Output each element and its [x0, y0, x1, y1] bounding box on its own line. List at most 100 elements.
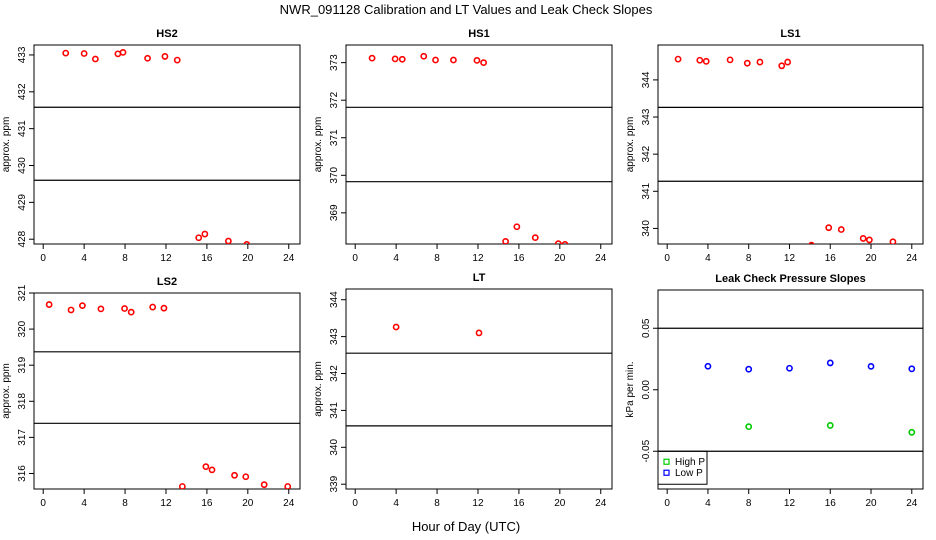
legend-label: Low P	[675, 468, 703, 479]
point-values	[178, 483, 186, 489]
point-values	[784, 58, 792, 66]
point-values	[202, 463, 210, 471]
plot-frame	[657, 289, 924, 490]
point-values	[208, 466, 216, 474]
panel-leak: Leak Check Pressure Slopes kPa per min. 0 4…	[625, 273, 924, 509]
point-values	[45, 301, 53, 308]
point-values	[837, 226, 845, 233]
point-values	[67, 306, 75, 314]
y-tick-label: 373	[329, 54, 340, 71]
plot-frame	[657, 44, 924, 245]
point-values	[62, 49, 70, 57]
y-tick-label: 430	[17, 157, 28, 174]
point-high-p	[826, 422, 834, 429]
y-tick-label: 429	[17, 194, 28, 211]
plot-frame	[345, 44, 613, 245]
y-axis-label: approx. ppm	[1, 117, 12, 173]
point-values	[160, 304, 168, 312]
y-axis-label: approx. ppm	[1, 363, 12, 419]
point-values	[865, 236, 873, 244]
y-tick-label: 343	[329, 328, 340, 345]
x-tick-label: 0	[664, 253, 670, 264]
panel-hs2: HS2 approx. ppm 0 4 8 12 16 20 24 428 429 430 431 432…	[1, 28, 301, 264]
x-tick-label: 16	[513, 498, 525, 509]
y-tick-label: 372	[329, 91, 340, 108]
x-tick-label: 4	[705, 253, 711, 264]
y-tick-label: 370	[329, 167, 340, 184]
point-values	[368, 54, 376, 62]
point-values	[432, 56, 439, 64]
legend-swatch	[663, 458, 670, 465]
y-tick-label: -0.05	[641, 439, 652, 462]
plot-frame	[345, 288, 613, 490]
y-axis-label: approx. ppm	[313, 361, 324, 417]
panel-title: HS2	[156, 28, 177, 40]
point-values	[889, 238, 897, 244]
x-tick-label: 16	[825, 498, 837, 509]
point-values	[674, 55, 682, 63]
y-tick-label: 344	[641, 71, 652, 88]
point-low-p	[908, 365, 916, 373]
y-tick-label: 371	[329, 129, 340, 146]
x-tick-label: 16	[513, 253, 525, 264]
legend-swatch	[663, 469, 670, 476]
x-tick-label: 12	[160, 498, 172, 509]
point-values	[144, 54, 151, 62]
x-tick-label: 4	[81, 498, 87, 509]
point-values	[702, 57, 710, 65]
point-values	[119, 48, 127, 56]
y-tick-label: 428	[17, 230, 28, 247]
x-tick-label: 20	[554, 498, 566, 509]
panel-title: Leak Check Pressure Slopes	[715, 273, 865, 285]
x-tick-label: 4	[705, 498, 711, 509]
x-tick-label: 8	[434, 498, 440, 509]
x-tick-label: 0	[664, 498, 670, 509]
y-tick-label: 319	[17, 356, 28, 373]
point-low-p	[745, 365, 753, 373]
point-low-p	[786, 364, 793, 372]
point-values	[161, 53, 169, 60]
point-values	[392, 323, 400, 331]
y-tick-label: 316	[17, 465, 28, 482]
point-values	[224, 237, 232, 244]
x-tick-label: 24	[595, 498, 607, 509]
y-tick-label: 339	[329, 475, 340, 492]
point-values	[726, 56, 734, 64]
point-low-p	[704, 362, 712, 370]
y-tick-label: 317	[17, 429, 28, 446]
point-values	[502, 237, 509, 244]
x-tick-label: 24	[906, 253, 918, 264]
x-tick-label: 20	[865, 498, 877, 509]
data-points	[392, 323, 483, 337]
point-values	[778, 62, 786, 70]
x-tick-label: 20	[242, 498, 254, 509]
x-tick-label: 16	[201, 498, 213, 509]
data-points	[368, 52, 569, 244]
panel-title: LS1	[780, 28, 800, 40]
y-axis-label: kPa per min.	[625, 361, 636, 417]
y-tick-label: 320	[17, 320, 28, 337]
y-axis-label: approx. ppm	[313, 117, 324, 173]
legend-label: High P	[675, 457, 705, 468]
point-values	[696, 56, 704, 64]
x-tick-label: 24	[906, 498, 918, 509]
y-tick-label: 341	[641, 183, 652, 200]
point-high-p	[745, 423, 753, 431]
point-values	[173, 56, 181, 64]
x-tick-label: 16	[825, 253, 837, 264]
x-tick-label: 12	[784, 498, 796, 509]
panel-lt: LT approx. ppm 0 4 8 12 16 20 24 339 340 341 342 343 3…	[313, 272, 613, 509]
x-axis-label: Hour of Day (UTC)	[412, 519, 520, 534]
plot-frame	[33, 292, 301, 490]
y-tick-label: 369	[329, 204, 340, 221]
x-tick-label: 8	[746, 253, 752, 264]
panel-title: LS2	[157, 276, 177, 288]
y-tick-label: 321	[17, 284, 28, 301]
point-values	[561, 240, 569, 244]
point-values	[475, 329, 483, 337]
point-values	[398, 55, 406, 63]
data-points	[45, 301, 292, 489]
y-tick-label: 431	[17, 120, 28, 137]
x-tick-label: 0	[352, 253, 358, 264]
